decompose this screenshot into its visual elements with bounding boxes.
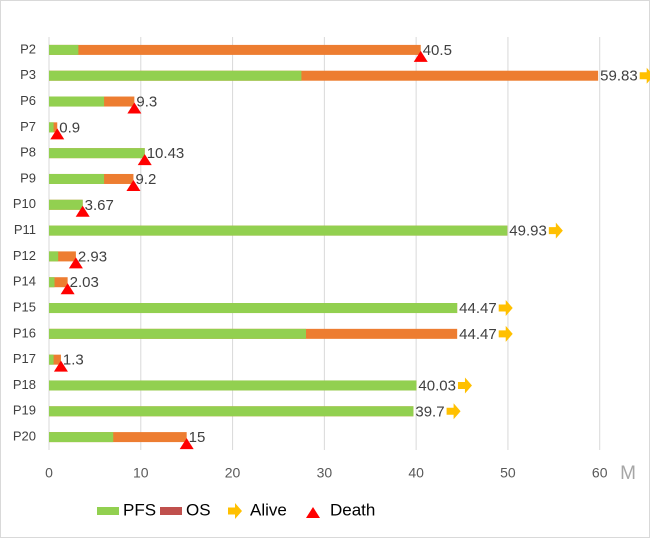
pfs-bar	[49, 380, 417, 391]
x-tick-label: 40	[408, 465, 424, 481]
pfs-bar	[49, 96, 105, 107]
death-marker	[179, 438, 194, 450]
os-bar	[49, 277, 68, 288]
y-tick-label: P8	[20, 145, 36, 160]
value-label: 9.2	[135, 171, 156, 188]
os-bar	[49, 354, 61, 365]
pfs-bar	[49, 354, 54, 365]
y-tick-label: P17	[13, 351, 36, 366]
legend-marker	[306, 507, 320, 518]
value-label: 40.5	[423, 42, 452, 59]
legend-label: Alive	[250, 500, 287, 519]
y-tick-label: P12	[13, 248, 36, 263]
y-tick-label: P9	[20, 170, 36, 185]
pfs-bar	[49, 251, 59, 262]
x-tick-label: 20	[225, 465, 241, 481]
value-label: 44.47	[459, 326, 497, 343]
y-tick-label: P2	[20, 41, 36, 56]
value-label: 10.43	[147, 145, 185, 162]
y-tick-label: P3	[20, 67, 36, 82]
alive-marker	[498, 325, 513, 342]
death-marker	[137, 154, 152, 166]
os-bar	[49, 44, 421, 55]
death-marker	[413, 50, 428, 62]
y-tick-label: P14	[13, 274, 36, 289]
alive-marker	[457, 377, 472, 394]
alive-marker	[639, 67, 650, 84]
death-marker	[53, 360, 68, 372]
value-label: 0.9	[59, 119, 80, 136]
alive-marker	[498, 300, 513, 317]
alive-marker	[548, 222, 563, 239]
death-marker	[127, 102, 142, 114]
pfs-bar	[49, 432, 114, 443]
os-bar	[49, 432, 187, 443]
x-tick-label: 10	[133, 465, 149, 481]
legend-swatch	[97, 507, 119, 515]
value-label: 9.3	[136, 94, 157, 111]
x-tick-label: 30	[317, 465, 333, 481]
death-marker	[126, 179, 141, 191]
legend-label: PFS	[123, 500, 156, 519]
y-tick-label: P6	[20, 93, 36, 108]
death-marker	[75, 205, 90, 217]
y-tick-label: P20	[13, 429, 36, 444]
legend-label: Death	[330, 500, 375, 519]
y-tick-label: P16	[13, 325, 36, 340]
pfs-bar	[49, 406, 414, 417]
legend-swatch	[160, 507, 182, 515]
value-label: 2.03	[70, 274, 99, 291]
pfs-bar	[49, 303, 458, 314]
death-marker	[68, 257, 83, 269]
pfs-bar	[49, 199, 83, 210]
y-tick-label: P11	[14, 222, 36, 237]
value-label: 59.83	[600, 68, 638, 85]
x-axis-label: M	[620, 463, 636, 484]
pfs-bar	[49, 70, 302, 81]
y-tick-label: P18	[13, 377, 36, 392]
value-label: 40.03	[418, 377, 456, 394]
y-tick-label: P15	[13, 299, 36, 314]
death-marker	[60, 283, 75, 295]
pfs-bar	[49, 225, 508, 236]
value-label: 2.93	[78, 248, 107, 265]
pfs-bar	[49, 122, 54, 133]
value-label: 15	[189, 429, 206, 446]
legend-label: OS	[186, 500, 211, 519]
pfs-bar	[49, 328, 306, 339]
pfs-bar	[49, 44, 79, 55]
y-tick-label: P10	[13, 196, 36, 211]
os-bar	[49, 251, 76, 262]
value-label: 39.7	[415, 403, 444, 420]
y-tick-label: P19	[13, 403, 36, 418]
legend-marker	[228, 503, 242, 519]
value-label: 1.3	[63, 352, 84, 369]
death-marker	[50, 128, 65, 140]
x-tick-label: 60	[592, 465, 608, 481]
pfs-bar	[49, 277, 55, 288]
value-label: 44.47	[459, 300, 497, 317]
pfs-bar	[49, 173, 105, 184]
x-tick-label: 50	[500, 465, 516, 481]
pfs-bar	[49, 148, 145, 159]
value-label: 49.93	[509, 223, 547, 240]
x-tick-label: 0	[45, 465, 53, 481]
y-tick-label: P7	[20, 119, 36, 134]
os-bar	[49, 70, 599, 81]
value-label: 3.67	[85, 197, 114, 214]
alive-marker	[446, 403, 461, 420]
